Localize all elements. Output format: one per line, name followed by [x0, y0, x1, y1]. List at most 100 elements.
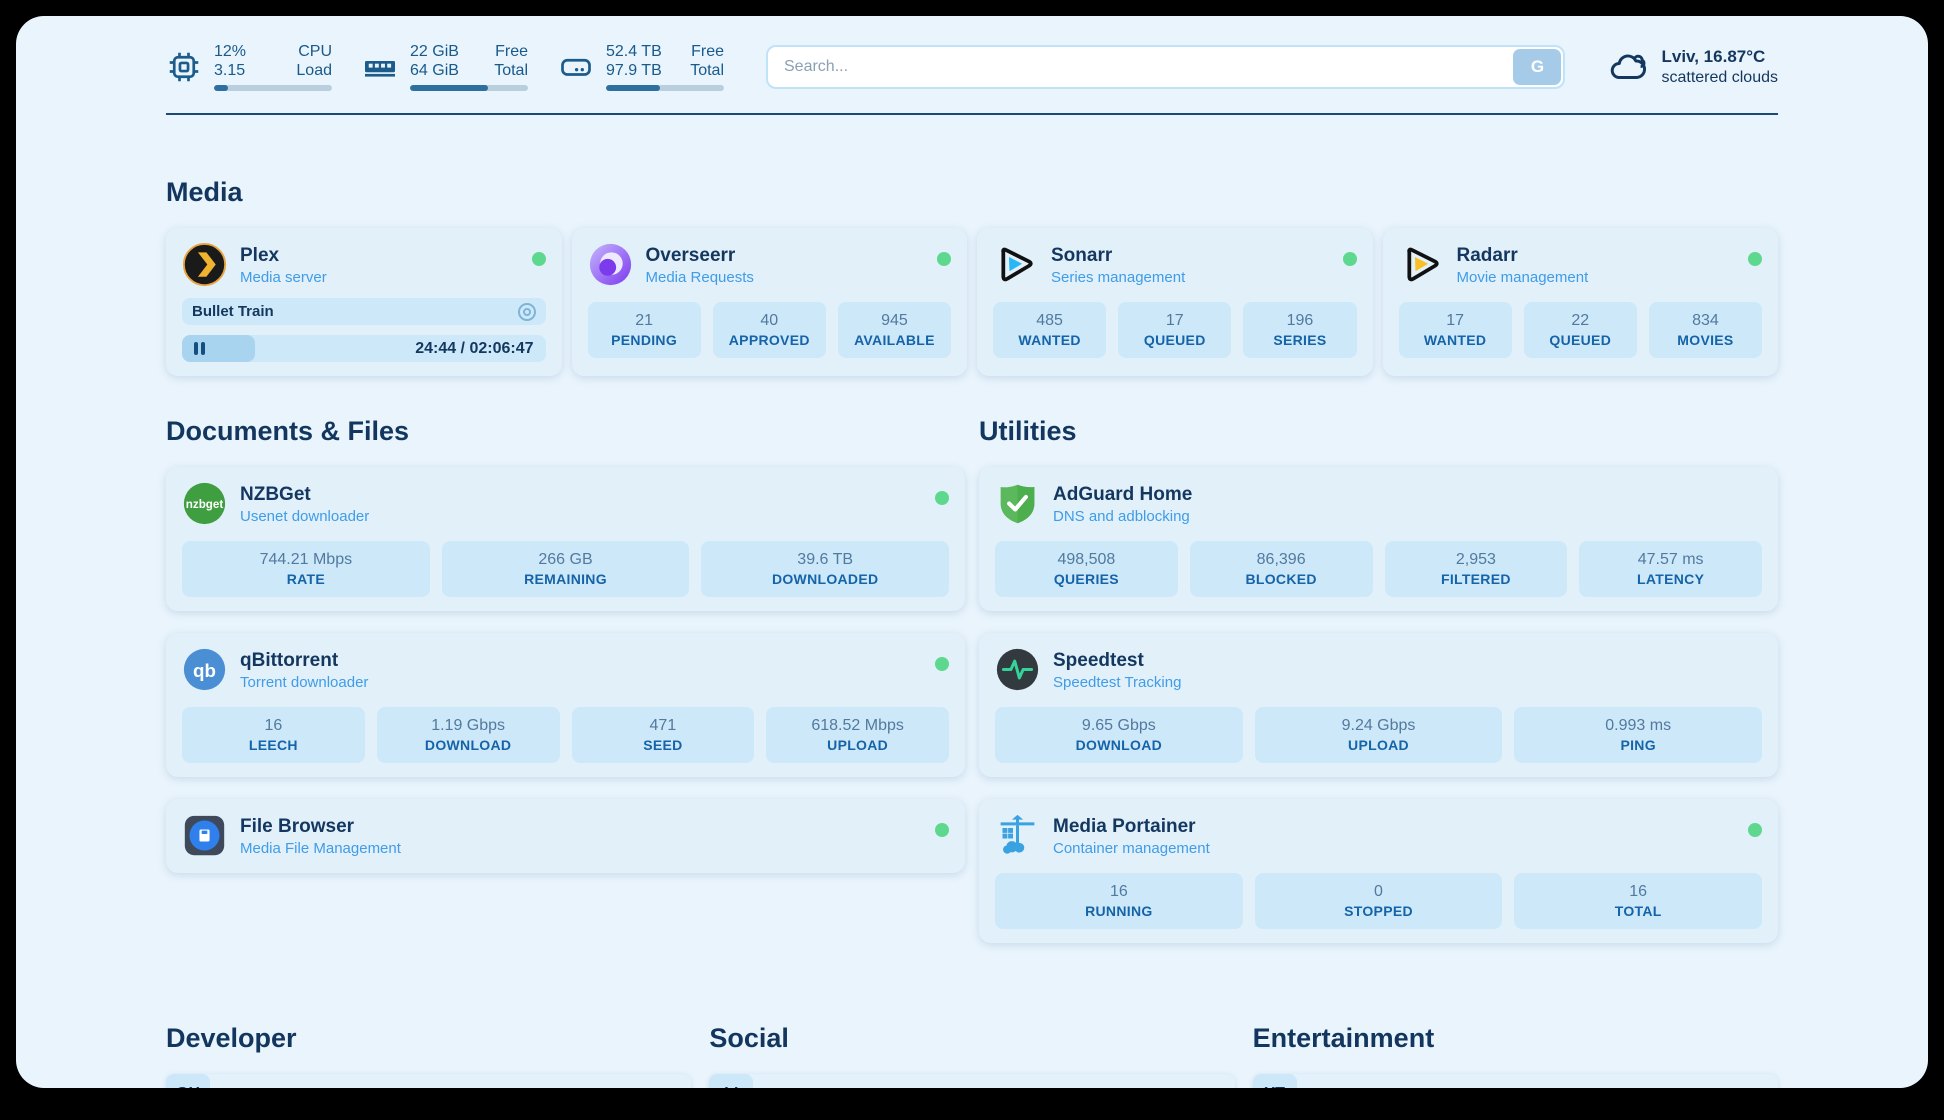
app-card-adguard[interactable]: AdGuard Home DNS and adblocking 498,508 … — [979, 467, 1778, 611]
developer-column: Developer GH Github github.com SO StackO… — [166, 1023, 692, 1089]
cpu-loadavg: 3.15 — [214, 62, 246, 79]
app-card-qbittorrent[interactable]: qb qBittorrent Torrent downloader 16 LEE… — [166, 633, 965, 777]
weather-location: Lviv, 16.87°C — [1661, 46, 1766, 66]
stat-value: 196 — [1286, 312, 1314, 329]
speedtest-title: Speedtest — [1053, 650, 1144, 671]
adguard-stat-latency: 47.57 ms LATENCY — [1579, 541, 1762, 597]
stat-label: FILTERED — [1440, 571, 1511, 587]
stat-label: WANTED — [1018, 332, 1081, 348]
section-title-documents: Documents & Files — [166, 416, 410, 446]
radarr-titles: Radarr Movie management — [1457, 242, 1736, 288]
plex-titles: Plex Media server — [240, 242, 519, 288]
app-card-radarr[interactable]: Radarr Movie management 17 WANTED 22 QUE… — [1382, 228, 1778, 376]
stat-value: 86,396 — [1256, 551, 1306, 568]
overseerr-status-dot — [937, 252, 951, 266]
adguard-titles: AdGuard Home DNS and adblocking — [1053, 481, 1762, 527]
cpu-progress-fill — [214, 85, 229, 91]
sonarr-stats: 485 WANTED 17 QUEUED 196 SERIES — [993, 302, 1357, 358]
app-card-portainer[interactable]: Media Portainer Container management 16 … — [979, 799, 1778, 943]
qbittorrent-stats: 16 LEECH 1.19 Gbps DOWNLOAD 471 SEED 618… — [182, 707, 949, 763]
stat-value: 618.52 Mbps — [811, 717, 904, 734]
nzbget-stat-rate: 744.21 Mbps RATE — [182, 541, 430, 597]
system-stats: 12% CPU 3.15 Load — [166, 42, 724, 91]
nzbget-stats: 744.21 Mbps RATE 266 GB REMAINING 39.6 T… — [182, 541, 950, 597]
memory-label-2: Total — [494, 62, 528, 79]
qbittorrent-title: qBittorrent — [240, 650, 339, 671]
radarr-stats: 17 WANTED 22 QUEUED 834 MOVIES — [1398, 302, 1763, 358]
memory-label-1: Free — [495, 43, 528, 60]
nzbget-status-dot — [935, 491, 949, 505]
link-youtube[interactable]: YT YouTube youtube.com — [1252, 1074, 1778, 1089]
memory-row-1: 22 GiB Free — [410, 42, 528, 61]
search-engine-button[interactable]: G — [1513, 48, 1562, 85]
portainer-header: Media Portainer Container management — [995, 813, 1762, 859]
nzbget-icon: nzbget — [182, 481, 227, 526]
stat-label: DOWNLOAD — [1075, 737, 1163, 753]
plex-now-playing-row: Bullet Train — [182, 298, 546, 325]
section-title-entertainment: Entertainment — [1252, 1023, 1435, 1053]
app-card-overseerr[interactable]: Overseerr Media Requests 21 PENDING 40 A… — [571, 228, 967, 376]
radarr-stat-movies: 834 MOVIES — [1648, 302, 1763, 358]
youtube-url[interactable]: youtube.com — [1676, 1086, 1778, 1089]
link-github[interactable]: GH Github github.com — [166, 1074, 692, 1089]
storage-label-2: Total — [690, 62, 724, 79]
storage-free: 52.4 TB — [606, 43, 662, 60]
overseerr-stat-pending: 21 PENDING — [587, 302, 701, 358]
portainer-stat-running: 16 RUNNING — [995, 873, 1243, 929]
stat-label: QUERIES — [1053, 571, 1119, 587]
social-column: Social LI LinkedIn linkedin.com TW Twitt… — [709, 1023, 1235, 1089]
stat-label: TOTAL — [1614, 903, 1662, 919]
overseerr-stats: 21 PENDING 40 APPROVED 945 AVAILABLE — [587, 302, 952, 358]
overseerr-header: Overseerr Media Requests — [588, 242, 951, 288]
stat-label: PING — [1620, 737, 1656, 753]
app-card-plex[interactable]: Plex Media server Bullet Train 24:44 / 0… — [166, 228, 562, 376]
speedtest-subtitle: Speedtest Tracking — [1053, 674, 1182, 691]
memory-free: 22 GiB — [410, 43, 459, 60]
stat-label: MOVIES — [1677, 332, 1734, 348]
app-card-filebrowser[interactable]: File Browser Media File Management — [166, 799, 965, 873]
stat-value: 21 — [635, 312, 653, 329]
stat-label: APPROVED — [728, 332, 810, 348]
search-input[interactable] — [766, 44, 1566, 89]
overseerr-titles: Overseerr Media Requests — [646, 242, 925, 288]
stat-label: BLOCKED — [1245, 571, 1317, 587]
memory-row-2: 64 GiB Total — [410, 61, 528, 80]
stat-label: STOPPED — [1344, 903, 1413, 919]
app-card-speedtest[interactable]: Speedtest Speedtest Tracking 9.65 Gbps D… — [979, 633, 1778, 777]
memory-progress-track — [410, 85, 528, 91]
stat-value: 16 — [1629, 883, 1648, 900]
nzbget-stat-downloaded: 39.6 TB DOWNLOADED — [701, 541, 950, 597]
link-linkedin[interactable]: LI LinkedIn linkedin.com — [709, 1074, 1235, 1089]
ram-icon — [365, 60, 395, 77]
stat-value: 471 — [649, 717, 677, 734]
qbittorrent-icon: qb — [182, 647, 227, 692]
filebrowser-titles: File Browser Media File Management — [240, 813, 922, 859]
speedtest-stats: 9.65 Gbps DOWNLOAD 9.24 Gbps UPLOAD 0.99… — [995, 707, 1763, 763]
speedtest-titles: Speedtest Speedtest Tracking — [1053, 647, 1762, 693]
adguard-icon — [995, 481, 1040, 526]
storage-row-1: 52.4 TB Free — [606, 42, 724, 61]
plex-now-playing-title: Bullet Train — [192, 303, 274, 320]
storage-label-1: Free — [691, 43, 724, 60]
section-title-social: Social — [709, 1023, 789, 1053]
stat-label: RATE — [286, 571, 325, 587]
memory-stat-body: 22 GiB Free 64 GiB Total — [410, 42, 528, 91]
plex-status-dot — [531, 252, 546, 266]
qbittorrent-stat-seed: 471 SEED — [571, 707, 755, 763]
cpu-percent: 12% — [214, 43, 247, 60]
app-card-sonarr[interactable]: Sonarr Series management 485 WANTED 17 Q… — [977, 228, 1373, 376]
app-card-nzbget[interactable]: nzbget NZBGet Usenet downloader 744.21 M… — [166, 467, 965, 611]
sonarr-header: Sonarr Series management — [993, 242, 1357, 288]
linkedin-url[interactable]: linkedin.com — [1135, 1086, 1234, 1089]
sonarr-subtitle: Series management — [1051, 269, 1186, 286]
nzbget-stat-remaining: 266 GB REMAINING — [441, 541, 690, 597]
adguard-stat-filtered: 2,953 FILTERED — [1384, 541, 1568, 597]
youtube-tag: YT — [1252, 1074, 1297, 1088]
middle-columns: Documents & Files nzbget NZBGet Usenet d… — [166, 416, 1778, 965]
radarr-stat-queued: 22 QUEUED — [1523, 302, 1637, 358]
github-url[interactable]: github.com — [602, 1086, 691, 1089]
bookmark-columns: Developer GH Github github.com SO StackO… — [166, 1023, 1778, 1088]
pause-icon[interactable] — [194, 342, 205, 355]
sonarr-title: Sonarr — [1051, 245, 1113, 266]
plex-icon — [182, 242, 227, 287]
